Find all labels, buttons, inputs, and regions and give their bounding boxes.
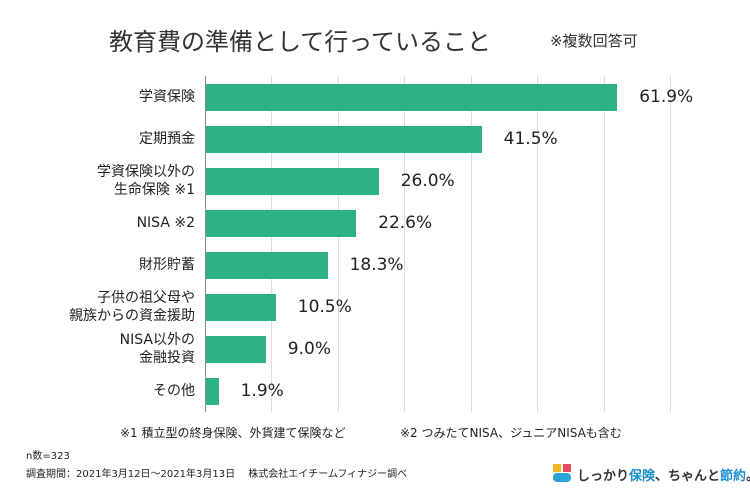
value-label: 18.3%	[349, 255, 404, 275]
brand-text: しっかり	[577, 469, 630, 484]
grid-line	[404, 76, 406, 412]
note: ※2 つみたてNISA、ジュニアNISAも含む	[400, 426, 622, 440]
category-label: 子供の祖父母や 親族からの資金援助	[69, 290, 195, 324]
grid-line	[470, 76, 472, 412]
category-label: NISA ※2	[136, 215, 195, 231]
category-label: その他	[153, 383, 195, 399]
category-label: 学資保険	[139, 89, 195, 105]
brand-text: 節約	[720, 469, 747, 484]
category-label: NISA以外の 金融投資	[119, 332, 195, 366]
brand-text: 。	[746, 469, 750, 484]
brand-icon	[553, 464, 571, 482]
value-label: 1.9%	[240, 381, 284, 401]
bar	[206, 167, 379, 195]
grid-line	[603, 76, 605, 412]
bar	[206, 335, 266, 363]
grid-line	[670, 76, 671, 412]
value-label: 22.6%	[378, 213, 433, 233]
category-label: 定期預金	[139, 131, 195, 147]
brand: しっかり保険、ちゃんと節約。	[577, 465, 750, 484]
grid-line	[337, 76, 339, 412]
value-label: 9.0%	[287, 339, 331, 359]
value-label: 61.9%	[639, 87, 694, 107]
brand-text: 、ちゃんと	[655, 469, 721, 484]
bar	[206, 377, 219, 405]
grid-line	[205, 76, 206, 412]
bar	[206, 251, 328, 279]
bar	[206, 209, 357, 237]
bar	[206, 125, 482, 153]
chart-title: 教育費の準備として行っていること	[108, 28, 492, 56]
value-label: 41.5%	[503, 129, 558, 149]
bar	[206, 83, 618, 111]
category-label: 財形貯蓄	[139, 257, 195, 273]
bar	[206, 293, 276, 321]
brand-text: 保険	[629, 469, 656, 484]
sample-size: n数=323	[26, 451, 70, 462]
source: 調査期間：2021年3月12日〜2021年3月13日 株式会社エイチームフィナジ…	[26, 469, 408, 480]
grid-line	[271, 76, 273, 412]
note: ※1 積立型の終身保険、外貨建て保険など	[120, 426, 346, 440]
category-label: 学資保険以外の 生命保険 ※1	[97, 164, 195, 198]
chart-subtitle: ※複数回答可	[550, 32, 638, 50]
value-label: 26.0%	[400, 171, 455, 191]
grid-line	[537, 76, 539, 412]
value-label: 10.5%	[297, 297, 352, 317]
